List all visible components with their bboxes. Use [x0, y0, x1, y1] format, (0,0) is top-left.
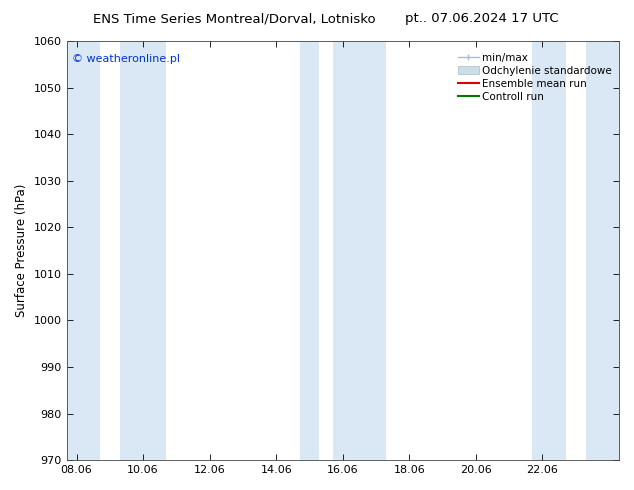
Bar — [333, 41, 386, 460]
Legend: min/max, Odchylenie standardowe, Ensemble mean run, Controll run: min/max, Odchylenie standardowe, Ensembl… — [456, 50, 614, 104]
Bar — [586, 41, 619, 460]
Bar — [533, 41, 566, 460]
Bar — [67, 41, 100, 460]
Text: pt.. 07.06.2024 17 UTC: pt.. 07.06.2024 17 UTC — [405, 12, 559, 25]
Text: © weatheronline.pl: © weatheronline.pl — [72, 53, 180, 64]
Y-axis label: Surface Pressure (hPa): Surface Pressure (hPa) — [15, 184, 28, 318]
Bar — [120, 41, 166, 460]
Bar — [299, 41, 320, 460]
Text: ENS Time Series Montreal/Dorval, Lotnisko: ENS Time Series Montreal/Dorval, Lotnisk… — [93, 12, 376, 25]
